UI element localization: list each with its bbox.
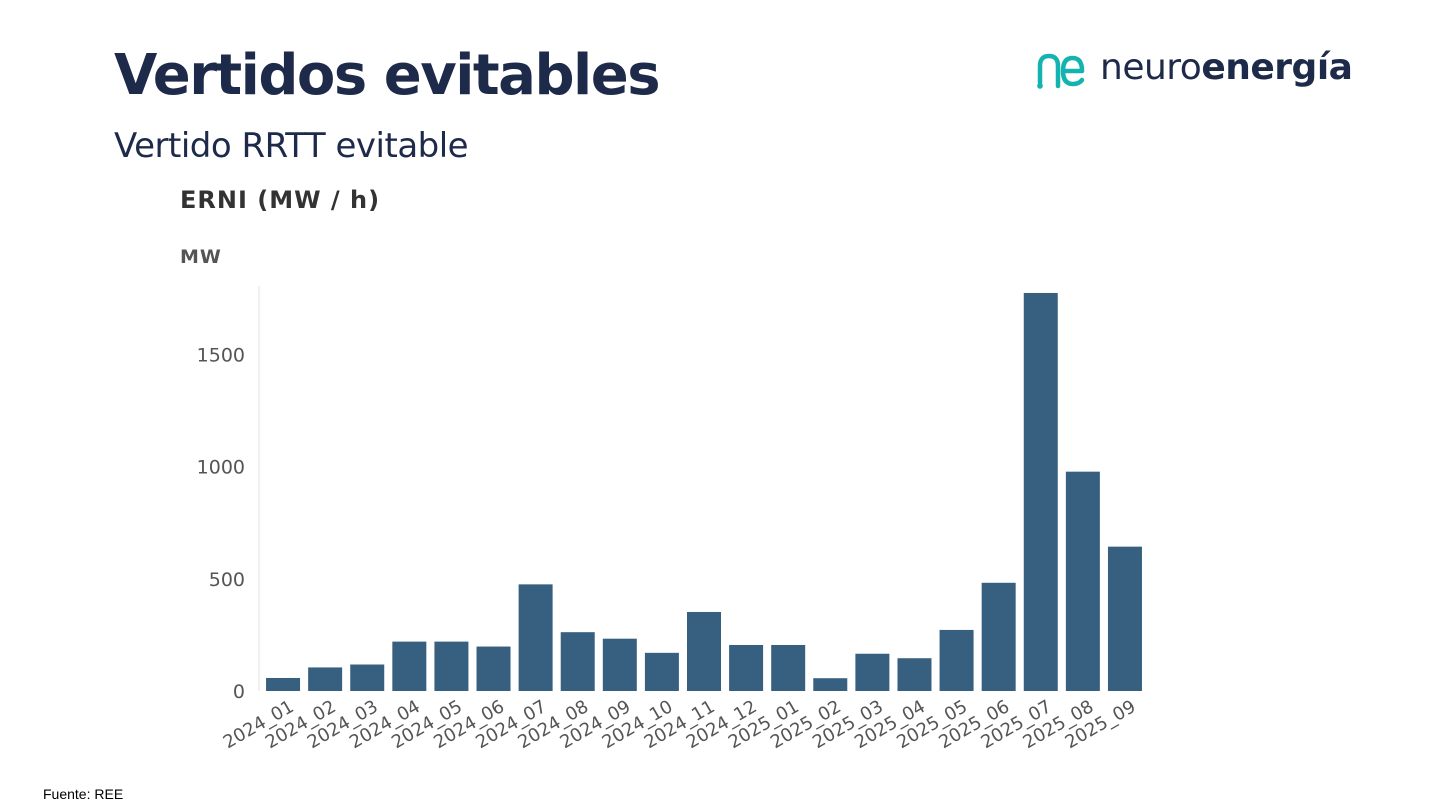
bar-2024_10 bbox=[644, 652, 679, 691]
bar-2025_03 bbox=[855, 653, 890, 691]
bar-2025_05 bbox=[939, 629, 974, 691]
bar-2025_04 bbox=[897, 658, 932, 691]
logo-wordmark-suffix: energía bbox=[1201, 47, 1353, 88]
y-tick-label: 0 bbox=[233, 681, 245, 703]
bar-2024_05 bbox=[434, 641, 469, 691]
y-axis-unit-label: MW bbox=[180, 246, 222, 268]
bar-2024_12 bbox=[729, 644, 764, 691]
page-subtitle: Vertido RRTT evitable bbox=[114, 126, 469, 166]
logo-wordmark: neuroenergía bbox=[1100, 44, 1353, 92]
bar-2024_09 bbox=[602, 638, 637, 691]
bar-2024_11 bbox=[687, 611, 721, 691]
bar-2024_01 bbox=[266, 677, 301, 691]
bar-2024_08 bbox=[560, 632, 595, 691]
bar-2024_03 bbox=[350, 664, 385, 691]
bar-2024_04 bbox=[392, 641, 427, 691]
chart-title: ERNI (MW / h) bbox=[180, 186, 381, 214]
bar-2025_08 bbox=[1065, 471, 1100, 691]
bar-2024_06 bbox=[476, 646, 511, 691]
source-note: Fuente: REE bbox=[43, 786, 124, 802]
bar-2024_02 bbox=[308, 667, 343, 691]
bar-2025_07 bbox=[1023, 292, 1058, 691]
bar-2024_07 bbox=[518, 584, 553, 691]
logo-wordmark-prefix: neuro bbox=[1100, 47, 1202, 88]
y-tick-label: 500 bbox=[209, 569, 245, 591]
bar-2025_02 bbox=[813, 678, 848, 691]
y-tick-label: 1000 bbox=[197, 457, 245, 479]
ne-logo-icon bbox=[1037, 53, 1085, 89]
brand-logo: neuroenergía bbox=[1036, 44, 1366, 94]
bar-2025_09 bbox=[1107, 546, 1142, 691]
bar-2025_06 bbox=[981, 582, 1016, 691]
y-tick-label: 1500 bbox=[197, 344, 245, 366]
bar-2025_01 bbox=[771, 644, 806, 691]
page-title: Vertidos evitables bbox=[114, 43, 661, 108]
